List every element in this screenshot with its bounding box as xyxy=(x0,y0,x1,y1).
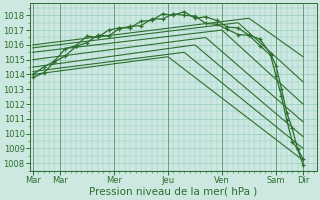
X-axis label: Pression niveau de la mer( hPa ): Pression niveau de la mer( hPa ) xyxy=(89,187,258,197)
